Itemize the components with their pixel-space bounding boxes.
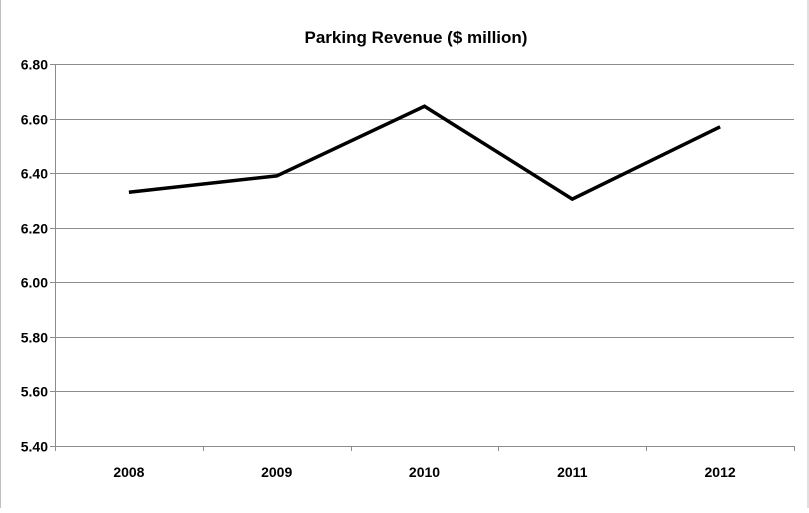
y-tick-label: 6.40 bbox=[21, 166, 48, 182]
x-tick-label: 2009 bbox=[261, 464, 292, 480]
y-tick-label: 5.40 bbox=[21, 439, 48, 455]
y-tick-labels: 5.40 5.60 5.80 6.00 6.20 6.40 6.60 6.80 bbox=[21, 57, 48, 455]
x-tick-labels: 2008 2009 2010 2011 2012 bbox=[113, 464, 736, 480]
y-tick-label: 6.20 bbox=[21, 221, 48, 237]
series-line bbox=[129, 106, 720, 199]
x-tick-label: 2008 bbox=[113, 464, 144, 480]
y-tick-label: 6.00 bbox=[21, 275, 48, 291]
chart-title: Parking Revenue ($ million) bbox=[305, 28, 528, 47]
axes bbox=[50, 64, 795, 451]
y-tick-label: 5.60 bbox=[21, 384, 48, 400]
x-tick-label: 2012 bbox=[705, 464, 736, 480]
series-layer bbox=[129, 106, 720, 199]
y-tick-label: 6.80 bbox=[21, 57, 48, 73]
x-tick-label: 2010 bbox=[409, 464, 440, 480]
x-tick-label: 2011 bbox=[557, 464, 588, 480]
gridlines bbox=[55, 65, 794, 392]
y-tick-label: 5.80 bbox=[21, 330, 48, 346]
y-tick-label: 6.60 bbox=[21, 112, 48, 128]
